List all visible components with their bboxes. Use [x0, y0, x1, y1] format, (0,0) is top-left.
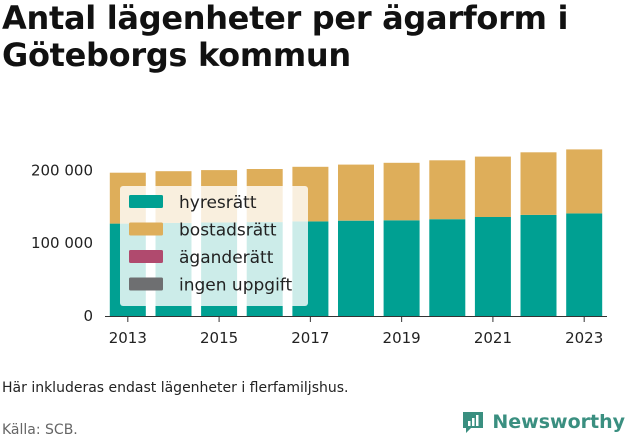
bar-bostadsratt-2019 [383, 162, 420, 221]
y-tick-label: 200 000 [31, 161, 93, 179]
bar-bostadsratt-2021 [474, 156, 511, 217]
bar-hyresratt-2018 [338, 220, 374, 316]
x-tick-label: 2021 [474, 329, 512, 347]
x-tick-label: 2015 [200, 329, 238, 347]
legend-label-aganderatt: äganderätt [179, 248, 274, 268]
bar-bostadsratt-2022 [520, 152, 557, 215]
bar-hyresratt-2022 [520, 214, 557, 316]
bar-bostadsratt-2023 [566, 149, 603, 214]
axes-layer: 0 100 000 200 000 2013 2015 2017 2019 2021 2023 [31, 161, 607, 347]
brand-name: Newsworthy [492, 411, 625, 433]
x-tick-label: 2013 [109, 329, 147, 347]
bar-bostadsratt-2020 [429, 160, 466, 220]
chart-title: Antal lägenheter per ägarform i Göteborg… [2, 0, 568, 74]
bar-bostadsratt-2018 [338, 164, 374, 221]
x-tick-label: 2023 [565, 329, 603, 347]
legend-label-hyresratt: hyresrätt [179, 193, 257, 213]
footnote: Här inkluderas endast lägenheter i flerf… [2, 380, 349, 396]
legend-label-ingen_uppgift: ingen uppgift [179, 276, 292, 296]
legend-swatch-hyresratt [129, 195, 163, 208]
brand-logo: Newsworthy [460, 409, 625, 435]
source-note: Källa: SCB. [2, 422, 78, 438]
x-tick-label: 2019 [383, 329, 421, 347]
legend-swatch-aganderatt [129, 250, 163, 263]
bar-hyresratt-2023 [566, 213, 603, 316]
bar-hyresratt-2019 [383, 220, 420, 316]
legend-label-bostadsratt: bostadsrätt [179, 221, 277, 241]
newsworthy-icon [463, 412, 484, 433]
legend-swatch-ingen_uppgift [129, 277, 163, 291]
y-tick-label: 100 000 [31, 234, 93, 252]
x-tick-label: 2017 [291, 329, 329, 347]
legend-swatch-bostadsratt [129, 222, 163, 236]
legend: hyresrätt bostadsrätt äganderätt ingen uppg… [120, 186, 308, 306]
y-tick-label: 0 [83, 307, 93, 325]
chart-title-line-1: Antal lägenheter per ägarform i [2, 0, 569, 37]
legend-background [120, 186, 308, 306]
bar-hyresratt-2020 [429, 219, 466, 316]
chart-title-line-2: Göteborgs kommun [2, 36, 351, 74]
bar-hyresratt-2021 [474, 217, 511, 316]
